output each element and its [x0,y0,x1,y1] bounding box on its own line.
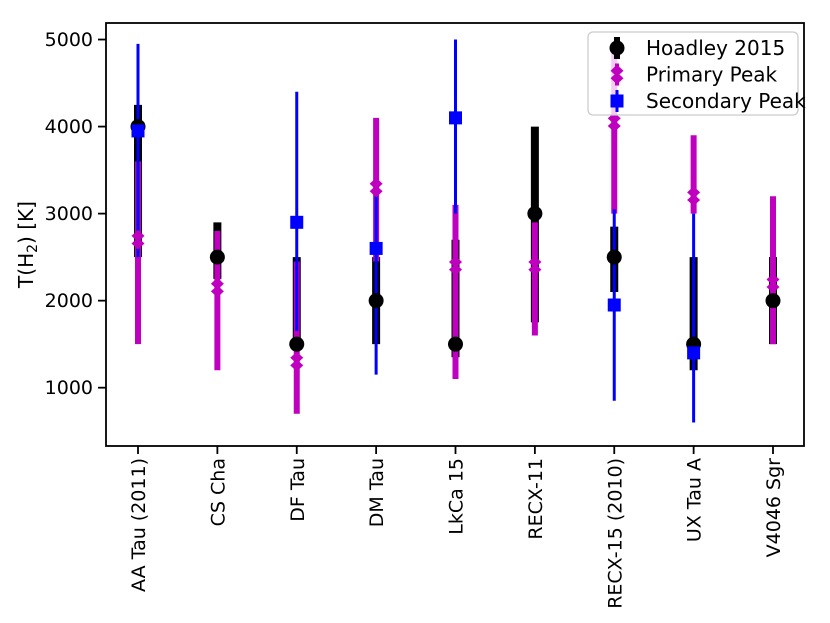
marker-primary-peak-v4046-sgr-lower [766,281,780,294]
y-tick-label-5000: 5000 [45,29,93,51]
marker-hoadley-2015-recx-11 [527,206,543,222]
marker-primary-peak-cs-cha-lower [210,285,224,298]
x-tick-label-dm-tau: DM Tau [366,458,388,527]
marker-primary-peak-dm-tau-upper [369,177,383,190]
x-tick-label-aa-tau-2011: AA Tau (2011) [128,458,150,592]
marker-primary-peak-v4046-sgr-upper [766,273,780,286]
x-tick-label-recx-11: RECX-11 [525,458,547,540]
y-tick-label-2000: 2000 [45,290,93,312]
x-tick-label-lkca-15: LkCa 15 [446,458,468,535]
marker-primary-peak-lkca-15-lower [449,263,462,276]
x-tick-label-cs-cha: CS Cha [207,458,229,526]
marker-primary-peak-cs-cha-upper [210,277,224,290]
marker-primary-peak-dm-tau-lower [369,185,383,198]
legend-marker-primary-peak-upper [610,64,624,77]
marker-secondary-peak-recx-15-2010 [607,298,621,312]
marker-secondary-peak-lkca-15 [449,111,462,125]
marker-hoadley-2015-cs-cha [209,249,225,265]
marker-primary-peak-recx-15-2010-lower [607,120,621,133]
y-axis-label: T(H2) [K] [14,201,41,289]
marker-hoadley-2015-recx-15-2010 [606,249,622,265]
legend-entry-hoadley-2015: Hoadley 2015 [609,36,785,60]
x-tick-label-df-tau: DF Tau [287,458,309,522]
marker-hoadley-2015-df-tau [289,336,305,352]
legend-entry-secondary-peak: Secondary Peak [610,89,806,113]
marker-secondary-peak-aa-tau-2011 [131,124,145,138]
marker-primary-peak-aa-tau-2011-lower [131,237,145,250]
x-tick-label-ux-tau-a: UX Tau A [684,458,706,542]
marker-primary-peak-df-tau-upper [290,351,304,364]
legend-label-primary-peak: Primary Peak [646,63,778,87]
x-tick-label-v4046-sgr: V4046 Sgr [763,458,785,558]
legend-marker-primary-peak-lower [610,72,624,85]
marker-primary-peak-ux-tau-a-upper [687,186,701,199]
y-tick-label-3000: 3000 [45,203,93,225]
marker-primary-peak-recx-11-lower [528,263,542,276]
marker-primary-peak-ux-tau-a-lower [687,194,701,207]
marker-primary-peak-df-tau-lower [290,359,304,372]
marker-primary-peak-recx-11-upper [528,256,542,269]
legend-label-secondary-peak: Secondary Peak [646,89,806,113]
legend-marker-secondary-peak [610,94,624,108]
legend-marker-hoadley-2015 [609,40,625,56]
legend-box [587,31,799,116]
plot-area [130,39,781,423]
marker-primary-peak-aa-tau-2011-upper [131,229,145,242]
y-tick-label-1000: 1000 [45,377,93,399]
marker-hoadley-2015-lkca-15 [448,336,463,352]
marker-secondary-peak-dm-tau [369,241,383,255]
marker-secondary-peak-ux-tau-a [687,346,701,360]
x-tick-label-recx-15-2010: RECX-15 (2010) [604,458,626,609]
legend-label-hoadley-2015: Hoadley 2015 [646,36,785,60]
marker-primary-peak-lkca-15-upper [449,256,462,269]
marker-hoadley-2015-dm-tau [368,293,384,309]
marker-hoadley-2015-v4046-sgr [765,293,781,309]
marker-secondary-peak-df-tau [290,215,304,229]
y-tick-label-4000: 4000 [45,116,93,138]
legend-entry-primary-peak: Primary Peak [610,63,778,87]
